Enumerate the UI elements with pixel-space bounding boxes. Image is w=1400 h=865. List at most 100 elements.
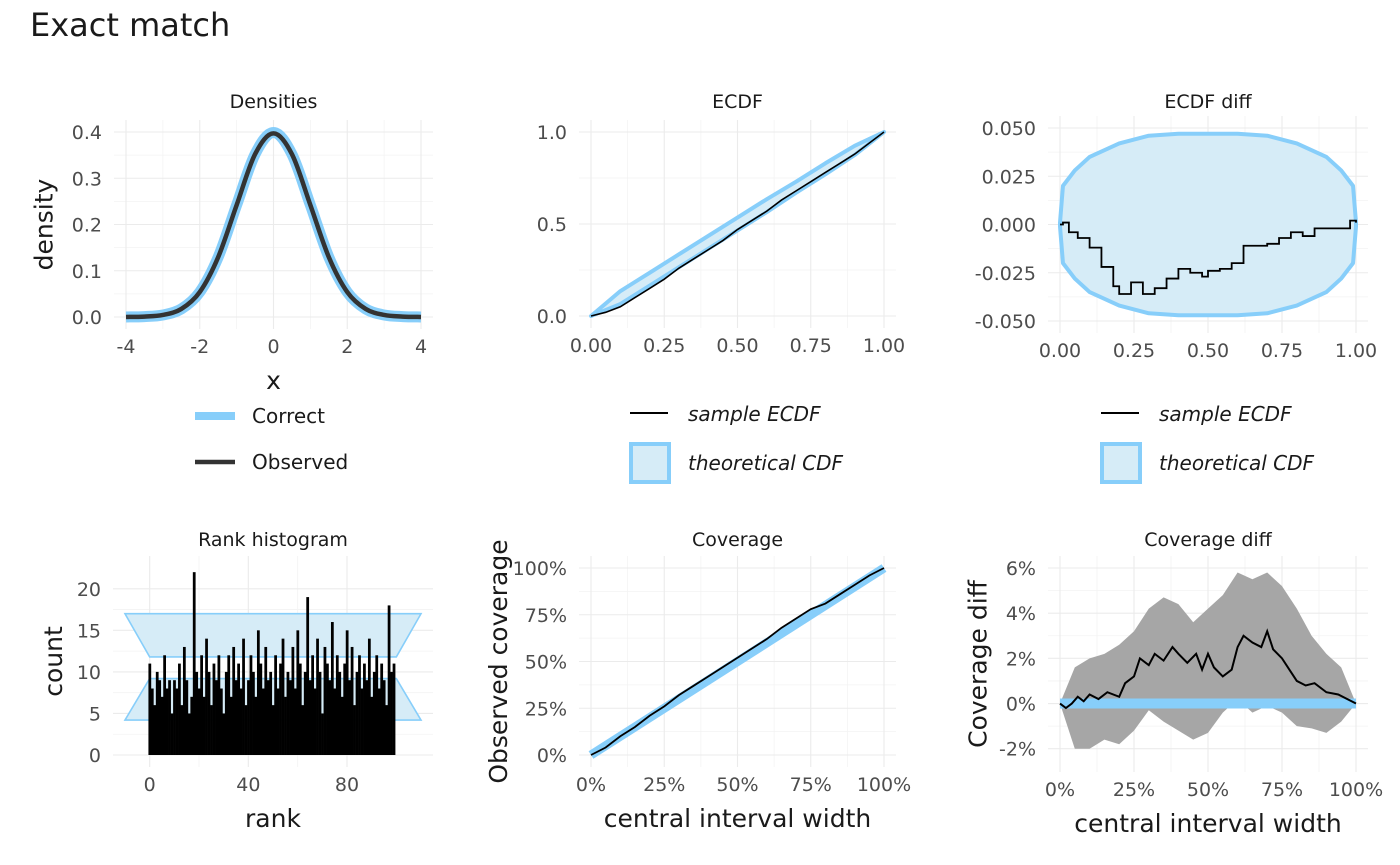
histogram-bar (296, 630, 300, 755)
histogram-bar (355, 671, 359, 755)
x-tick-label: 0% (576, 774, 606, 796)
x-tick-label: 0% (1045, 779, 1075, 801)
x-tick-label: -2 (190, 336, 209, 358)
histogram-bar (185, 680, 189, 755)
histogram-bar (363, 663, 366, 755)
y-tick-label: 1.0 (537, 122, 567, 144)
histogram-bar (306, 597, 310, 755)
x-tick-label: -4 (117, 336, 136, 358)
x-tick-label: 25% (643, 774, 685, 796)
histogram-bar (264, 646, 268, 755)
histogram-bar (165, 688, 169, 755)
panel-title: Coverage diff (1144, 529, 1272, 551)
x-tick-label: 25% (1113, 779, 1155, 801)
histogram-bar (365, 680, 369, 755)
x-tick-label: 0.00 (1039, 340, 1081, 362)
observed-coverage-line (590, 567, 885, 756)
y-tick-label: 75% (525, 605, 567, 627)
histogram-bar (338, 671, 342, 755)
histogram-bar (385, 705, 388, 755)
histogram-bar (195, 671, 199, 755)
histogram-bar (168, 680, 171, 755)
legend-label-sample-ecdf: sample ECDF (1159, 402, 1292, 426)
x-axis-title: rank (245, 804, 301, 833)
y-tick-label: 2% (1006, 648, 1036, 670)
histogram-bar (318, 671, 322, 755)
histogram-bar (158, 680, 162, 755)
histogram-bar (155, 671, 159, 755)
x-tick-label: 0.75 (1261, 340, 1303, 362)
legend-key-theoretical-cdf (1100, 442, 1142, 484)
histogram-bar (286, 671, 290, 755)
x-tick-label: 0.25 (1113, 340, 1155, 362)
y-tick-label: 50% (525, 652, 567, 674)
histogram-bar (291, 646, 295, 755)
legend-label-sample-ecdf: sample ECDF (688, 402, 821, 426)
histogram-bar (150, 688, 154, 755)
histogram-bar (353, 705, 356, 755)
y-tick-label: 0 (89, 745, 101, 767)
page-title: Exact match (30, 6, 231, 44)
y-tick-label: 25% (525, 698, 567, 720)
x-tick-label: 0.50 (716, 335, 758, 357)
histogram-bar (343, 663, 347, 755)
histogram-bar (330, 622, 334, 755)
histogram-bar (227, 655, 231, 755)
histogram-bar (274, 655, 277, 755)
histogram-bar (215, 680, 218, 755)
histogram-bar (242, 638, 245, 755)
x-tick-label: 0.75 (790, 335, 832, 357)
histogram-bar (271, 705, 275, 755)
histogram-bar (234, 680, 238, 755)
histogram-bar (328, 680, 332, 755)
histogram-bar (276, 688, 280, 755)
legends: Correct Observed sample ECDF theoretical CD… (195, 402, 1315, 484)
histogram-bar (239, 688, 243, 755)
y-tick-label: 0.5 (537, 214, 567, 236)
histogram-bar (160, 696, 164, 755)
y-tick-label: 0.025 (982, 166, 1036, 188)
histogram-bar (205, 638, 208, 755)
x-tick-label: 75% (790, 774, 832, 796)
x-tick-label: 1.00 (863, 335, 905, 357)
x-tick-label: 80 (335, 774, 359, 796)
y-tick-label: 0.000 (982, 215, 1036, 237)
histogram-bar (340, 696, 344, 755)
y-tick-label: -2% (999, 739, 1036, 761)
y-tick-label: 6% (1006, 558, 1036, 580)
histogram-bar (210, 705, 213, 755)
histogram-bar (323, 646, 327, 755)
histogram-bar (187, 713, 191, 755)
histogram-bar (372, 671, 376, 755)
histogram-bar (289, 680, 292, 755)
histogram-bar (153, 705, 157, 755)
histogram-bar (326, 663, 329, 755)
x-tick-label: 0.25 (643, 335, 685, 357)
histogram-bar (212, 663, 216, 755)
panel-title: Rank histogram (198, 529, 348, 551)
histogram-bar (350, 646, 354, 755)
histogram-bar (197, 688, 201, 755)
x-tick-label: 4 (415, 336, 427, 358)
histogram-bar (232, 646, 236, 755)
histogram-bar (316, 638, 319, 755)
histogram-bar (301, 705, 305, 755)
histogram-bar (375, 655, 379, 755)
histogram-bar (217, 655, 221, 755)
y-tick-label: 0.1 (72, 261, 102, 283)
x-tick-label: 40 (236, 774, 260, 796)
y-tick-label: 20 (77, 579, 101, 601)
histogram-bar (279, 663, 282, 755)
histogram-bar (224, 671, 228, 755)
observed-density-line (125, 131, 422, 320)
legend-label-theoretical-cdf: theoretical CDF (1159, 451, 1315, 475)
histogram-bar (244, 705, 248, 755)
y-tick-label: 0.3 (72, 168, 102, 190)
x-tick-label: 50% (1187, 779, 1229, 801)
histogram-bar (252, 671, 255, 755)
histogram-bar (390, 671, 393, 755)
histogram-bar (219, 688, 223, 755)
histogram-bar (182, 646, 186, 755)
histogram-bar (192, 572, 196, 755)
